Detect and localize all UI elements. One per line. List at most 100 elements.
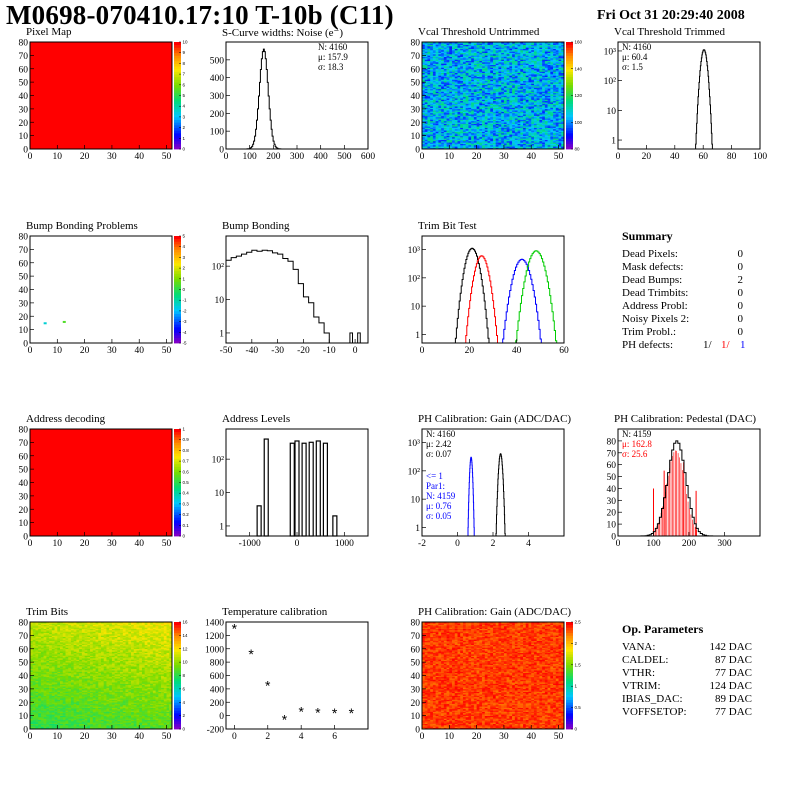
palette-label: 2	[183, 266, 186, 271]
palette-swatch	[174, 292, 181, 295]
y-tick-label: 300	[210, 92, 225, 102]
x-tick-label: 300	[717, 539, 732, 549]
palette-swatch	[174, 488, 181, 491]
heatmap-cell	[63, 321, 66, 323]
y-tick-label: 10	[411, 132, 421, 142]
histogram-series-blue	[467, 457, 475, 536]
palette-swatch	[174, 252, 181, 255]
heatmap-fill	[30, 42, 172, 149]
y-tick-label: 10	[411, 496, 421, 506]
x-tick-label: 4	[526, 539, 531, 549]
palette-swatch	[174, 434, 181, 437]
palette-label: 3	[183, 114, 186, 119]
palette-swatch	[174, 271, 181, 274]
palette-swatch	[174, 249, 181, 252]
palette-swatch	[174, 236, 181, 239]
x-tick-label: 10	[53, 539, 63, 549]
palette-swatch	[566, 144, 573, 147]
palette-swatch	[174, 493, 181, 496]
palette-label: 140	[575, 66, 583, 71]
y-tick-label: 10²	[604, 77, 617, 87]
palette-label: 160	[575, 40, 583, 45]
heatmap-cell	[44, 322, 47, 324]
x-tick-label: 20	[465, 346, 475, 356]
x-tick-label: 0	[224, 152, 229, 162]
palette-label: 6	[183, 82, 186, 87]
y-tick-label: 70	[19, 439, 29, 449]
palette-swatch	[174, 338, 181, 341]
stats-text: μ: 0.76	[426, 501, 452, 511]
stats-text: μ: 162.8	[622, 439, 652, 449]
palette-swatch	[566, 90, 573, 93]
palette-label: -2	[183, 308, 187, 313]
palette-label: 0.6	[183, 469, 190, 474]
y-tick-label: 20	[19, 119, 29, 129]
stats-text: N: 4159	[426, 491, 456, 501]
palette-swatch	[566, 114, 573, 117]
palette-swatch	[174, 507, 181, 510]
palette-swatch	[174, 66, 181, 69]
palette-swatch	[174, 239, 181, 242]
palette-swatch	[174, 445, 181, 448]
y-tick-label: 10³	[604, 47, 617, 57]
palette-swatch	[566, 47, 573, 50]
palette-label: 10	[183, 40, 189, 45]
palette-swatch	[174, 464, 181, 467]
palette-swatch	[174, 295, 181, 298]
palette-swatch	[174, 316, 181, 319]
palette-swatch	[174, 47, 181, 50]
y-tick-label: 80	[19, 233, 29, 243]
x-tick-label: 40	[526, 152, 536, 162]
histogram-spike	[316, 441, 320, 536]
y-tick-label: 60	[411, 65, 421, 75]
x-tick-label: 0	[295, 539, 300, 549]
palette-label: 2	[183, 125, 186, 130]
palette-label: 1	[183, 427, 186, 432]
histogram-spike	[309, 442, 313, 536]
x-tick-label: 0	[616, 152, 621, 162]
x-tick-label: 200	[266, 152, 281, 162]
histogram-spike	[302, 443, 306, 536]
histogram-bin	[350, 333, 353, 343]
x-tick-label: 30	[107, 152, 117, 162]
palette-label: 0.3	[183, 501, 190, 506]
x-tick-label: 40	[134, 346, 144, 356]
palette-swatch	[566, 74, 573, 77]
palette-swatch	[566, 61, 573, 64]
x-tick-label: 30	[499, 152, 509, 162]
palette-swatch	[566, 45, 573, 48]
palette-label: 0.4	[183, 491, 190, 496]
palette-swatch	[174, 128, 181, 131]
palette-swatch	[566, 79, 573, 82]
y-tick-label: 1	[415, 331, 420, 341]
plot-area	[226, 250, 360, 343]
y-tick-label: 0	[415, 146, 420, 156]
palette-label: 4	[183, 104, 186, 109]
x-tick-label: 60	[698, 152, 708, 162]
x-tick-label: -1000	[239, 539, 261, 549]
palette-swatch	[174, 74, 181, 77]
x-tick-label: 10	[53, 346, 63, 356]
palette-swatch	[174, 45, 181, 48]
palette-swatch	[174, 429, 181, 432]
x-tick-label: 0	[455, 539, 460, 549]
x-tick-label: 60	[559, 346, 569, 356]
y-tick-label: 20	[411, 119, 421, 129]
palette-swatch	[174, 531, 181, 534]
palette-label: 3	[183, 255, 186, 260]
palette-label: 0	[183, 287, 186, 292]
x-tick-label: 40	[512, 346, 522, 356]
palette-swatch	[174, 138, 181, 141]
palette-swatch	[174, 120, 181, 123]
stats-text: μ: 157.9	[318, 52, 348, 62]
y-tick-label: 400	[210, 74, 225, 84]
palette-swatch	[174, 517, 181, 520]
palette-label: 0	[183, 147, 186, 152]
palette-swatch	[174, 477, 181, 480]
